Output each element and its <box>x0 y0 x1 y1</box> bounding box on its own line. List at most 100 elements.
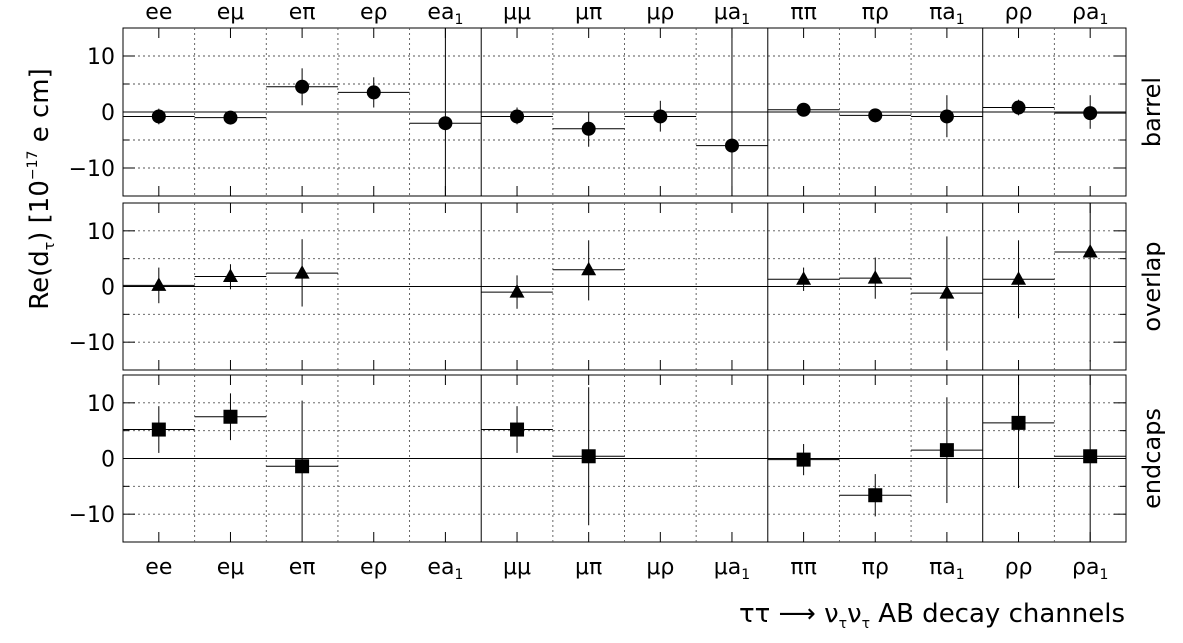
y-tick-label: 0 <box>101 276 115 301</box>
bottom-category-label: ρρ <box>1005 555 1033 580</box>
y-tick-label: 0 <box>101 101 115 126</box>
marker-circle <box>939 109 954 124</box>
data-point <box>1054 95 1126 129</box>
y-tick-label: 10 <box>87 392 115 417</box>
data-point <box>911 95 983 138</box>
bottom-category-labels: ee eμ eπ eρ ea1 μμ μπ μρ μa1 ππ πρ πa1 ρρ ρa1 <box>145 555 1108 583</box>
marker-circle <box>438 116 453 131</box>
bottom-category-label: eρ <box>360 555 388 580</box>
marker-circle <box>366 85 381 100</box>
data-point <box>409 28 482 196</box>
marker-circle <box>1083 106 1098 121</box>
panel-barrel: −10 0 10 barrel <box>69 27 1166 197</box>
top-category-label: μμ <box>503 0 531 25</box>
top-category-label: eρ <box>360 0 388 25</box>
marker-triangle <box>939 285 955 299</box>
bottom-category-label: μπ <box>575 555 602 580</box>
data-point <box>266 68 338 106</box>
data-point <box>839 257 912 299</box>
marker-triangle <box>509 284 525 298</box>
data-point <box>123 406 195 453</box>
data-point <box>552 112 625 147</box>
marker-triangle <box>796 271 812 285</box>
marker-triangle <box>1011 271 1027 285</box>
y-tick-label: −10 <box>69 331 115 356</box>
data-point <box>337 77 410 108</box>
top-category-label: πρ <box>862 0 889 25</box>
data-point <box>911 397 983 504</box>
marker-square <box>1011 415 1026 430</box>
bottom-category-label: πa1 <box>929 555 965 583</box>
top-category-label: ee <box>145 0 172 25</box>
bottom-category-label: ea1 <box>427 555 463 583</box>
data-point <box>123 108 195 125</box>
panel-endcaps: −10 0 10 endcaps <box>69 374 1166 543</box>
top-category-label: μa1 <box>714 0 750 28</box>
data-point <box>552 387 625 526</box>
top-category-label: ρa1 <box>1072 0 1108 28</box>
top-category-label: πa1 <box>929 0 965 28</box>
marker-square <box>868 488 883 503</box>
bottom-category-label: μμ <box>503 555 531 580</box>
bottom-category-label: μa1 <box>714 555 750 583</box>
region-label-endcaps: endcaps <box>1138 408 1166 509</box>
top-category-label: eμ <box>217 0 245 25</box>
marker-square <box>939 443 954 458</box>
data-point <box>767 102 840 117</box>
top-category-label: eπ <box>289 0 316 25</box>
marker-circle <box>581 121 596 136</box>
x-axis-title: ττ ⟶ ντντ AB decay channels <box>739 599 1125 632</box>
top-category-label: ea1 <box>427 0 463 28</box>
marker-circle <box>724 138 739 153</box>
bottom-category-label: πρ <box>862 555 889 580</box>
marker-square <box>223 409 238 424</box>
marker-triangle <box>222 268 238 282</box>
data-point <box>194 110 267 125</box>
marker-triangle <box>581 261 597 276</box>
top-category-label: μρ <box>646 0 674 25</box>
data-point <box>982 375 1055 489</box>
data-point <box>982 240 1055 319</box>
y-tick-label: 0 <box>101 448 115 473</box>
y-tick-label: 10 <box>87 45 115 70</box>
marker-square <box>510 422 525 437</box>
marker-circle <box>796 102 811 117</box>
region-label-overlap: overlap <box>1138 241 1166 331</box>
data-point <box>194 393 267 441</box>
data-point <box>481 406 553 453</box>
data-point <box>767 267 840 291</box>
marker-square <box>796 452 811 467</box>
y-tick-label: −10 <box>69 157 115 182</box>
marker-triangle <box>867 270 883 284</box>
data-point <box>767 444 840 476</box>
panel-overlap: −10 0 10 overlap <box>69 202 1166 371</box>
data-point <box>982 99 1055 116</box>
bottom-category-label: eμ <box>217 555 245 580</box>
data-point <box>696 28 768 196</box>
data-point <box>624 100 697 132</box>
bottom-category-label: ee <box>145 555 172 580</box>
top-category-label: ππ <box>790 0 817 25</box>
data-point <box>552 240 625 301</box>
marker-circle <box>295 79 310 94</box>
data-point <box>1054 375 1126 542</box>
region-label-barrel: barrel <box>1138 77 1166 147</box>
marker-circle <box>653 109 668 124</box>
y-tick-label: −10 <box>69 503 115 528</box>
data-point <box>839 108 912 123</box>
data-point <box>481 275 553 309</box>
data-point <box>123 267 195 304</box>
data-point <box>481 107 553 125</box>
marker-triangle <box>1082 243 1098 258</box>
marker-circle <box>868 108 883 123</box>
y-tick-label: 10 <box>87 220 115 245</box>
marker-triangle <box>294 265 310 279</box>
top-category-labels: ee eμ eπ eρ ea1 μμ μπ μρ μa1 ππ πρ πa1 ρρ ρa1 <box>145 0 1108 28</box>
bottom-category-label: eπ <box>289 555 316 580</box>
marker-square <box>581 449 596 464</box>
data-point <box>911 236 983 351</box>
marker-square <box>295 459 310 474</box>
marker-circle <box>223 110 238 125</box>
